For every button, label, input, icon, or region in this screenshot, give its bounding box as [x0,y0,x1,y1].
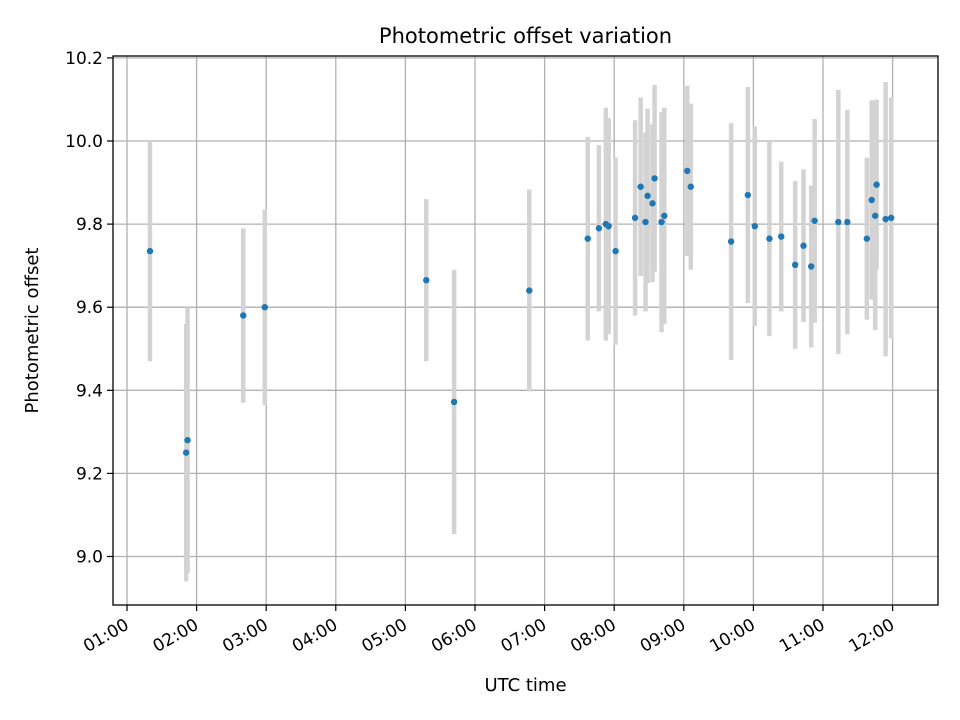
y-tick-label: 9.0 [76,548,103,568]
data-point-21 [661,212,668,219]
data-point-26 [751,222,758,230]
data-point-29 [791,261,799,269]
data-point-17 [644,192,651,200]
data-point-3 [184,436,191,444]
data-point-32 [811,217,818,224]
y-tick-label: 9.8 [76,215,103,235]
y-tick-label: 10.2 [65,49,103,69]
data-point-5 [261,304,269,311]
y-tick-label: 9.4 [76,381,103,401]
x-axis-title: UTC time [484,675,566,696]
data-point-7 [450,398,458,406]
data-point-30 [800,242,807,249]
data-point-36 [868,196,875,204]
data-points [146,167,895,456]
y-tick-label: 9.2 [76,464,103,484]
y-axis-title: Photometric offset [22,248,43,414]
data-point-4 [240,312,247,319]
data-point-2 [182,449,190,456]
data-point-35 [863,235,871,242]
data-point-39 [882,215,889,223]
y-tick-label: 9.6 [76,298,103,318]
data-point-16 [642,218,649,226]
data-point-19 [651,175,658,182]
data-point-6 [423,276,430,284]
data-point-10 [595,225,603,232]
data-point-28 [778,233,785,240]
y-axis: 9.0 9.2 9.4 9.6 9.8 10.0 10.2 [65,49,113,568]
data-point-40 [888,214,895,222]
data-point-14 [631,214,639,222]
data-point-18 [649,200,656,207]
data-point-33 [835,218,842,226]
data-point-12 [605,222,612,230]
data-point-37 [872,212,879,219]
data-point-38 [873,181,880,188]
data-point-1 [146,247,154,255]
data-point-27 [766,235,773,242]
data-point-8 [526,287,533,294]
chart-title: Photometric offset variation [379,24,672,48]
data-point-22 [684,167,691,175]
data-point-20 [658,218,665,226]
data-point-15 [637,183,644,190]
data-point-25 [744,191,752,199]
data-point-13 [612,247,619,255]
y-tick-label: 10.0 [65,132,103,152]
data-point-23 [687,183,694,190]
plot-area-frame [112,55,939,606]
data-point-31 [807,263,815,270]
data-point-9 [584,235,591,242]
data-point-24 [727,238,735,245]
data-point-34 [844,218,851,226]
